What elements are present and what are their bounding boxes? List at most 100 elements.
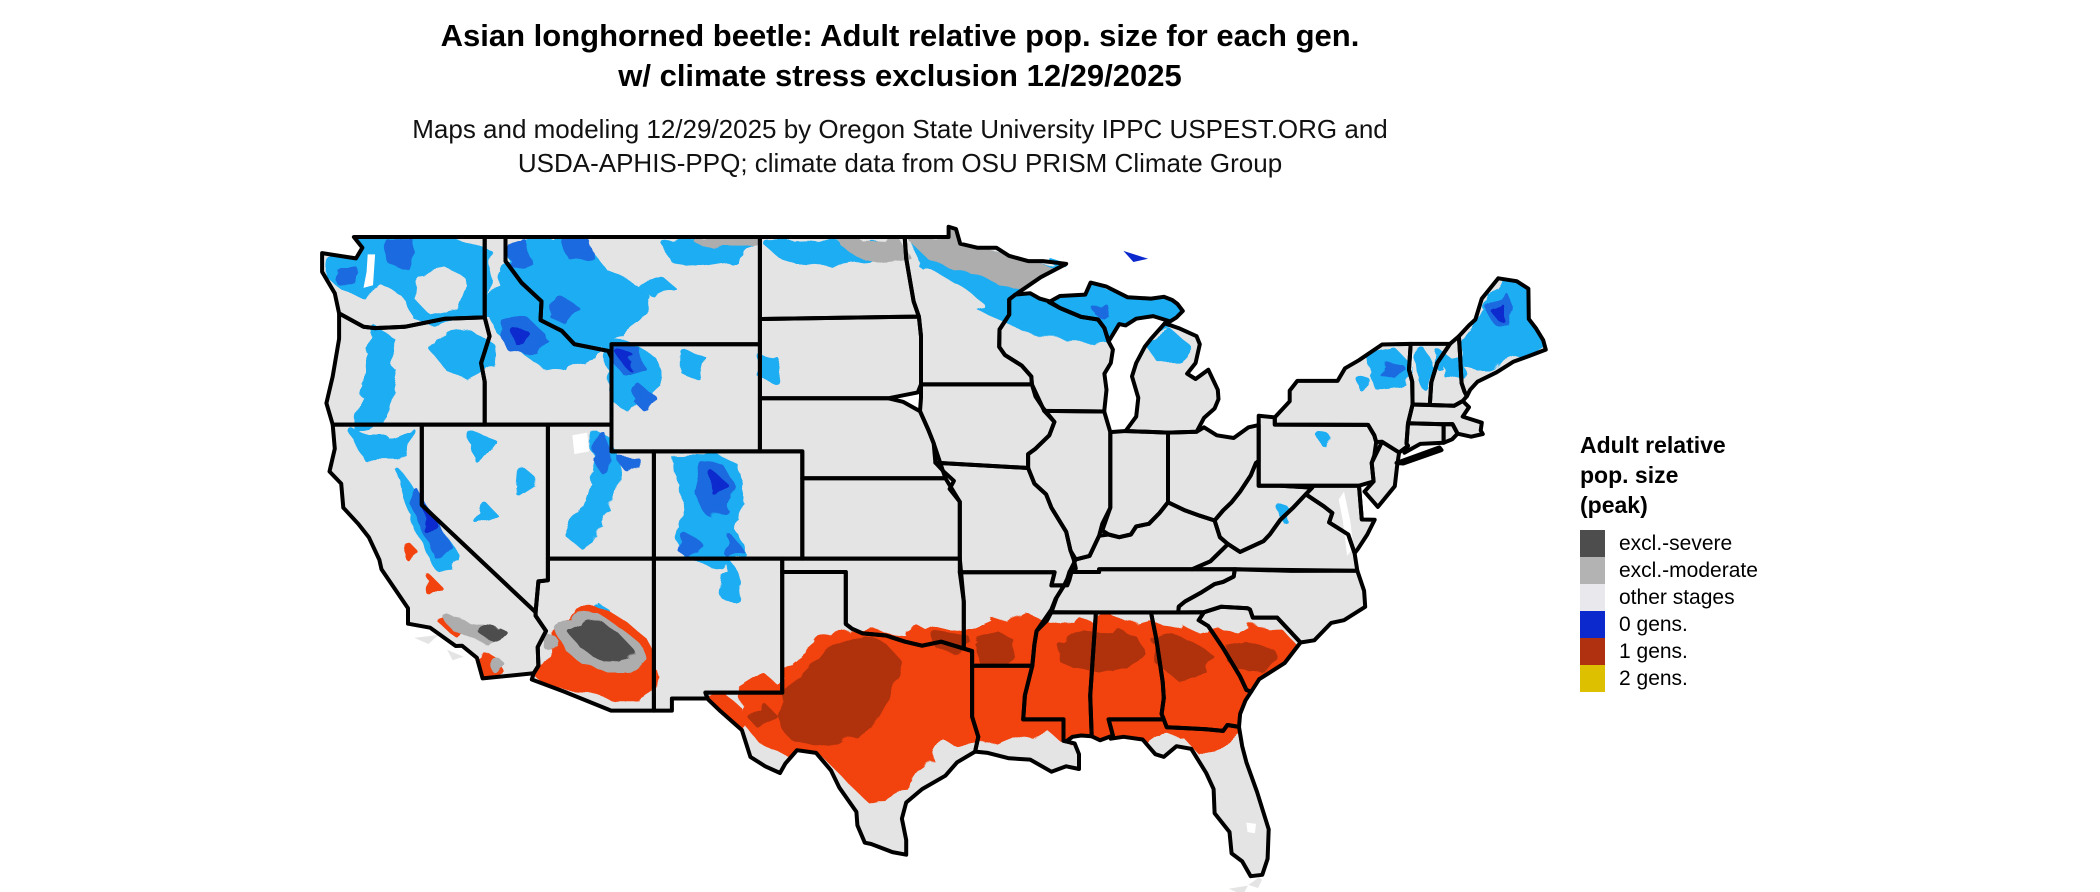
state-fill-fl bbox=[1108, 719, 1269, 877]
map-overlay-dark-red bbox=[772, 633, 898, 742]
map-overlay-severe-gray bbox=[478, 622, 506, 640]
island bbox=[446, 649, 464, 661]
legend-title: Adult relative pop. size (peak) bbox=[1580, 430, 1880, 520]
island bbox=[1123, 250, 1149, 263]
state-border-md bbox=[1278, 483, 1377, 556]
page-subtitle-line-1: Maps and modeling 12/29/2025 by Oregon S… bbox=[412, 114, 1388, 144]
map-overlay-red bbox=[399, 536, 417, 559]
state-fill-il bbox=[1028, 410, 1111, 560]
water-body bbox=[1246, 822, 1256, 834]
island bbox=[414, 634, 439, 645]
water-body bbox=[363, 254, 376, 288]
map-overlay-medium-blue bbox=[382, 236, 412, 265]
state-fill-in bbox=[1102, 431, 1168, 538]
state-border-li bbox=[1394, 445, 1444, 466]
legend-label: 1 gens. bbox=[1619, 640, 1688, 663]
state-fill-mo bbox=[935, 462, 1076, 586]
state-fill-sd bbox=[759, 316, 921, 399]
map-overlay-red bbox=[900, 619, 923, 637]
map-overlay-cyan bbox=[635, 274, 675, 299]
page-title-line-2: w/ climate stress exclusion 12/29/2025 bbox=[618, 58, 1182, 93]
legend-title-line-2: pop. size bbox=[1580, 462, 1679, 488]
map-overlay-dark-red bbox=[745, 700, 775, 731]
state-border-tx bbox=[703, 570, 981, 857]
map-overlay-cyan bbox=[350, 322, 393, 428]
state-fill-wv bbox=[1214, 461, 1313, 552]
map-overlay-base bbox=[410, 266, 463, 310]
map-overlay-severe-gray bbox=[565, 617, 631, 659]
map-overlay-base bbox=[921, 263, 981, 313]
state-fill-ia bbox=[920, 384, 1055, 468]
state-border-nc bbox=[1176, 567, 1368, 645]
legend-swatch-excl-severe bbox=[1580, 530, 1605, 557]
map-overlay-cyan bbox=[675, 343, 703, 377]
map-overlay-deep-blue bbox=[1487, 301, 1502, 318]
map-overlay-medium-blue bbox=[503, 236, 529, 267]
map-overlay-deep-blue bbox=[615, 349, 633, 366]
legend: Adult relative pop. size (peak) excl.-se… bbox=[1580, 430, 1880, 692]
map-overlay-cyan bbox=[1410, 341, 1430, 388]
state-borders-layer bbox=[320, 224, 1548, 879]
state-border-fl bbox=[1106, 717, 1271, 879]
state-border-mil bbox=[1123, 321, 1221, 435]
map-overlay-dark-red bbox=[972, 628, 1015, 667]
risk-overlay-layer bbox=[322, 226, 1542, 801]
legend-row: excl.-moderate bbox=[1580, 557, 1880, 584]
map-overlay-medium-blue bbox=[588, 427, 608, 471]
legend-swatch-1-gens bbox=[1580, 638, 1605, 665]
map-overlay-cyan bbox=[344, 424, 415, 458]
map-overlay-medium-blue bbox=[673, 528, 701, 557]
state-border-miu bbox=[1046, 280, 1185, 344]
map-overlay-deep-blue bbox=[507, 325, 527, 345]
legend-row: 2 gens. bbox=[1580, 665, 1880, 692]
map-overlay-cyan bbox=[1311, 427, 1326, 441]
map-overlay-cyan bbox=[1273, 502, 1288, 519]
state-fill-tn bbox=[1051, 569, 1235, 613]
map-overlay-cyan bbox=[471, 496, 495, 522]
state-fill-pa bbox=[1258, 415, 1377, 486]
island bbox=[1248, 877, 1263, 889]
legend-row: other stages bbox=[1580, 584, 1880, 611]
legend-label: excl.-severe bbox=[1619, 532, 1733, 555]
water-body bbox=[572, 432, 590, 455]
legend-label: excl.-moderate bbox=[1619, 559, 1758, 582]
map-overlay-cyan bbox=[512, 461, 535, 492]
map-overlay-deep-blue bbox=[420, 504, 436, 533]
map-overlay-red bbox=[423, 571, 440, 594]
state-border-az bbox=[529, 556, 656, 713]
map-overlay-cyan bbox=[1353, 373, 1369, 391]
legend-swatch-other-stages bbox=[1580, 584, 1605, 611]
page-title-line-1: Asian longhorned beetle: Adult relative … bbox=[440, 18, 1360, 53]
state-fill-ky bbox=[1069, 502, 1228, 572]
island bbox=[1228, 885, 1248, 892]
map-overlay-medium-blue bbox=[628, 381, 654, 409]
map-overlay-deep-blue bbox=[707, 469, 724, 495]
map-overlay-dark-red bbox=[1054, 625, 1144, 672]
legend-title-line-3: (peak) bbox=[1580, 492, 1648, 518]
legend-swatch-excl-moderate bbox=[1580, 557, 1605, 584]
map-overlay-cyan bbox=[715, 558, 739, 600]
state-fill-va bbox=[1192, 494, 1358, 571]
map-overlay-medium-blue bbox=[1088, 301, 1106, 315]
map-overlay-cyan bbox=[1438, 351, 1464, 377]
page-subtitle-line-2: USDA-APHIS-PPQ; climate data from OSU PR… bbox=[517, 148, 1283, 178]
state-fill-nm bbox=[653, 558, 783, 711]
legend-row: 0 gens. bbox=[1580, 611, 1880, 638]
map-overlay-medium-blue bbox=[331, 263, 355, 281]
map-overlay-medium-blue bbox=[558, 236, 591, 259]
map-overlay-moderate-gray bbox=[488, 652, 504, 672]
state-fill-nc bbox=[1178, 569, 1366, 643]
map-overlay-medium-blue bbox=[611, 451, 637, 468]
legend-row: excl.-severe bbox=[1580, 530, 1880, 557]
legend-items: excl.-severe excl.-moderate other stages… bbox=[1580, 530, 1880, 692]
map-header: Asian longhorned beetle: Adult relative … bbox=[0, 16, 1800, 180]
state-border-de bbox=[1357, 485, 1364, 520]
legend-label: other stages bbox=[1619, 586, 1735, 609]
legend-swatch-0-gens bbox=[1580, 611, 1605, 638]
state-fill-ks bbox=[802, 478, 960, 559]
map-overlay-medium-blue bbox=[724, 531, 741, 557]
map-overlay-medium-blue bbox=[546, 293, 578, 324]
state-fill-ne bbox=[759, 398, 946, 479]
